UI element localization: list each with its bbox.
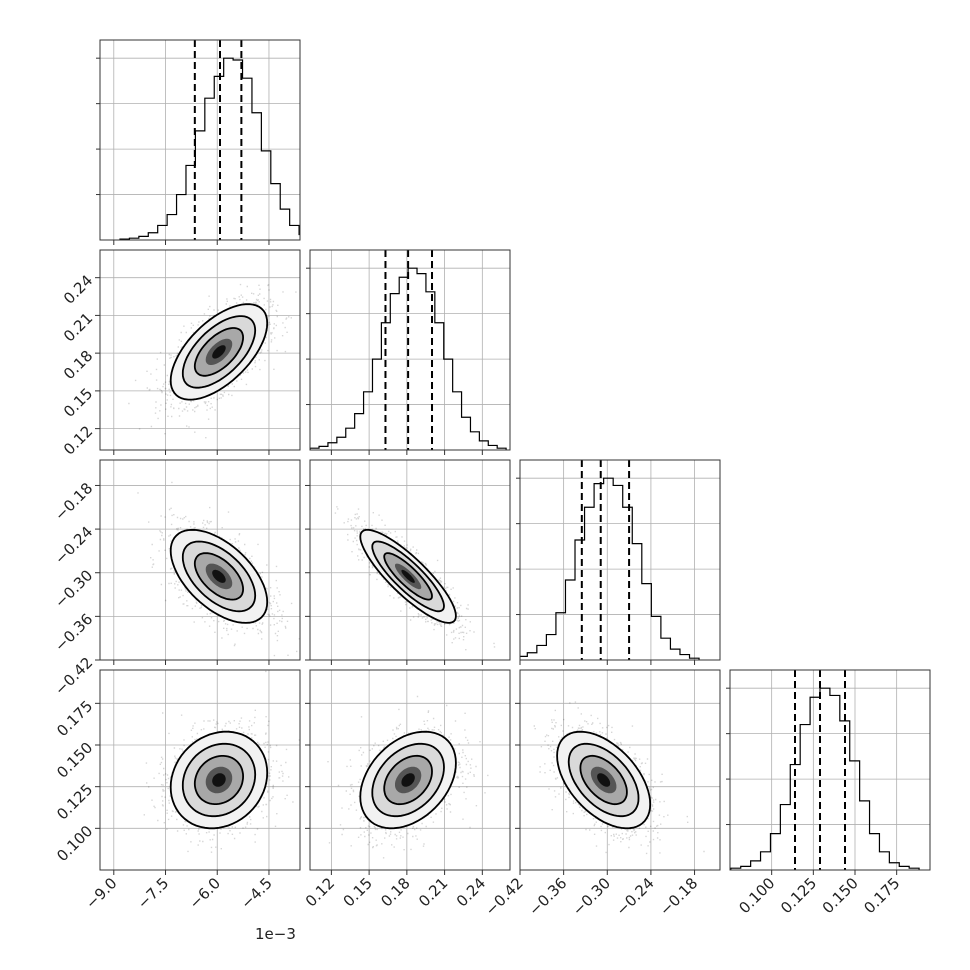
scatter-panel-3-1 — [305, 669, 511, 875]
contour-0 — [169, 528, 269, 624]
panel-content — [100, 460, 300, 660]
panel-frame — [729, 669, 931, 871]
contour-2 — [383, 754, 433, 806]
density-level-4 — [401, 773, 415, 787]
contour-0 — [169, 303, 269, 401]
contour-0 — [169, 730, 269, 830]
y-tick-label: 0.175 — [53, 697, 96, 740]
density-level-4 — [212, 773, 226, 787]
panel-frame — [309, 459, 511, 661]
y-tick-label: 0.24 — [60, 271, 96, 307]
panel-frame — [519, 669, 721, 871]
y-tick-label: −0.30 — [51, 566, 96, 611]
panel-content — [310, 460, 510, 660]
x-tick-label: 0.15 — [340, 874, 376, 910]
panel-frame — [309, 249, 511, 451]
y-tick-label: −0.36 — [51, 610, 96, 655]
x-tick-label: 0.12 — [302, 874, 338, 910]
panel-content — [100, 40, 300, 240]
panel-content — [310, 250, 510, 450]
density-level-4 — [401, 569, 415, 583]
x-tick-label: −0.36 — [525, 874, 570, 919]
density-level-4 — [212, 569, 226, 583]
x-tick-label: −0.42 — [482, 874, 527, 919]
density-level-4 — [597, 773, 611, 787]
hist-panel-2 — [516, 459, 721, 665]
x-tick-label: 0.125 — [777, 874, 820, 917]
contour-2 — [579, 754, 628, 806]
x-tick-label: −0.30 — [569, 874, 614, 919]
panel-frame — [99, 249, 301, 451]
contour-1 — [371, 742, 445, 818]
density-level-4 — [212, 345, 226, 359]
panel-content — [520, 460, 720, 660]
x-tick-label: 0.21 — [415, 874, 451, 910]
contour-0 — [359, 730, 457, 830]
y-tick-label: 0.150 — [53, 739, 96, 782]
panel-frame — [99, 39, 301, 241]
contour-1 — [181, 315, 257, 389]
scatter-panel-2-0: −0.42−0.36−0.30−0.24−0.18 — [51, 459, 301, 699]
axis-offset-label: 1e−3 — [255, 925, 296, 943]
x-tick-label: −7.5 — [134, 874, 172, 912]
y-tick-label: 0.15 — [60, 385, 96, 421]
scatter-points — [143, 670, 300, 853]
panel-content — [310, 670, 510, 870]
contour-1 — [181, 540, 257, 613]
y-tick-label: −0.42 — [51, 654, 96, 699]
panel-frame — [309, 669, 511, 871]
x-tick-label: −9.0 — [82, 874, 120, 912]
scatter-panel-1-0: 0.120.150.180.210.24 — [60, 249, 301, 459]
contour-1 — [371, 540, 445, 613]
y-tick-label: 0.18 — [60, 347, 96, 383]
scatter-points — [327, 695, 489, 859]
histogram-2 — [520, 477, 700, 660]
contour-1 — [181, 742, 257, 818]
x-tick-label: −4.5 — [237, 874, 275, 912]
panel-frame — [99, 459, 301, 661]
x-tick-label: −6.0 — [186, 874, 224, 912]
y-tick-label: −0.24 — [51, 523, 96, 568]
contour-0 — [556, 730, 652, 830]
contour-2 — [193, 755, 245, 805]
x-tick-label: 0.100 — [735, 874, 778, 917]
contour-2 — [193, 552, 245, 601]
contour-0 — [359, 528, 457, 624]
panel-content — [520, 670, 720, 870]
hist-panel-1 — [306, 249, 511, 455]
y-tick-label: 0.12 — [60, 422, 96, 458]
x-tick-label: −0.24 — [613, 874, 658, 919]
x-tick-label: −0.18 — [656, 874, 701, 919]
histogram-0 — [119, 57, 300, 240]
y-tick-label: −0.18 — [51, 479, 96, 524]
x-tick-label: 0.150 — [819, 874, 862, 917]
contour-2 — [193, 327, 245, 377]
panel-content — [100, 250, 300, 450]
scatter-panel-2-1 — [305, 459, 511, 665]
hist-panel-3 — [726, 669, 931, 875]
scatter-panel-3-2 — [515, 669, 721, 875]
x-tick-label: 0.175 — [860, 874, 903, 917]
y-tick-label: 0.100 — [53, 822, 96, 865]
x-tick-label: 0.18 — [377, 874, 413, 910]
contour-2 — [383, 552, 433, 601]
contour-1 — [567, 742, 640, 818]
y-tick-label: 0.125 — [53, 780, 96, 823]
y-tick-label: 0.21 — [60, 309, 96, 345]
panel-content — [730, 670, 930, 870]
panel-frame — [519, 459, 721, 661]
hist-panel-0 — [96, 39, 301, 245]
panel-content — [100, 670, 300, 870]
panel-frame — [99, 669, 301, 871]
